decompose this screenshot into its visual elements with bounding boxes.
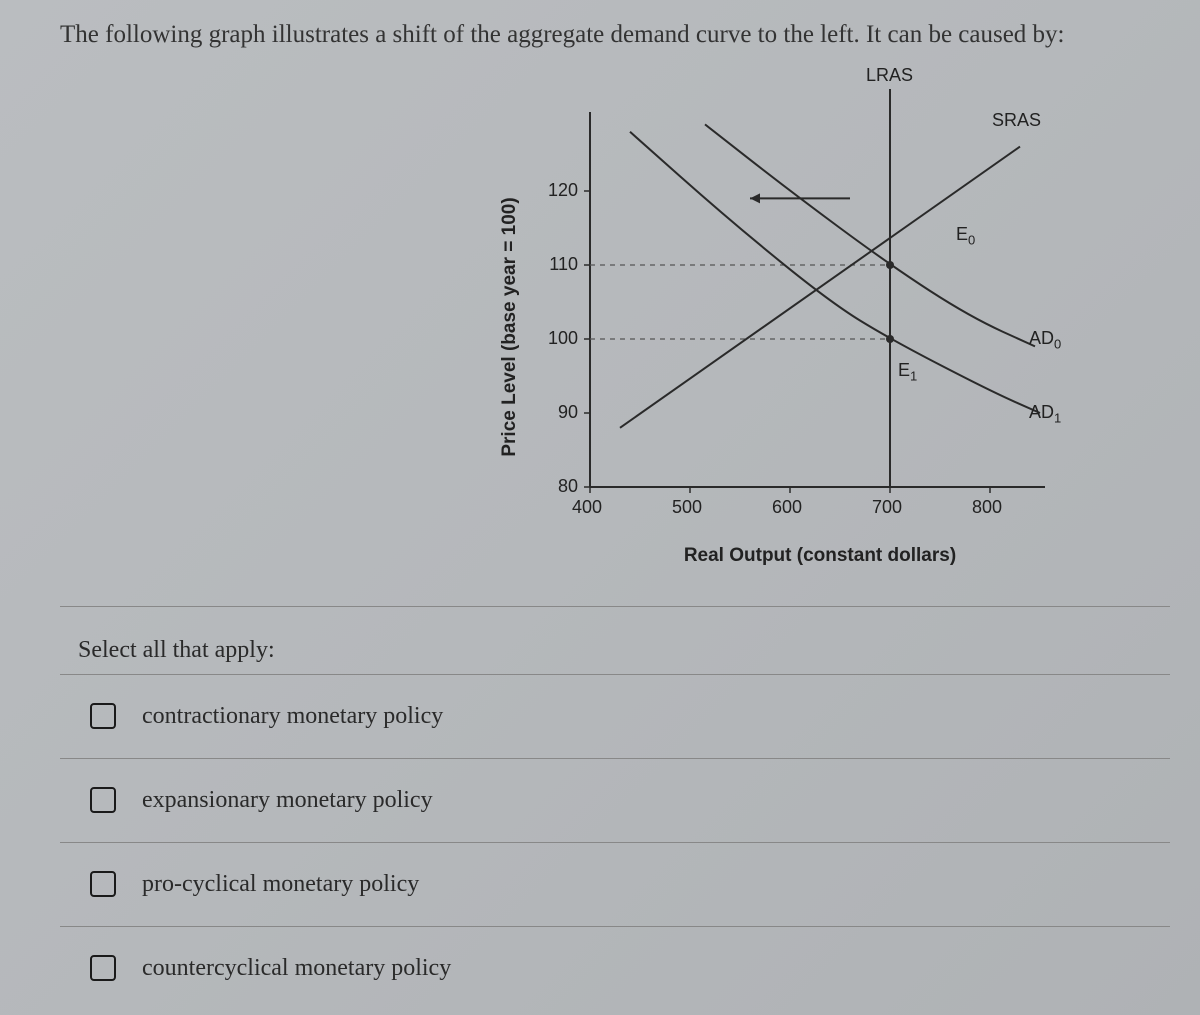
question-top-section: Price Level (base year = 100) Real Outpu… bbox=[60, 67, 1170, 607]
option-label: countercyclical monetary policy bbox=[142, 955, 451, 982]
chart-svg bbox=[520, 87, 1100, 577]
option-row[interactable]: contractionary monetary policy bbox=[60, 674, 1170, 758]
option-label: contractionary monetary policy bbox=[142, 703, 443, 730]
y-tick-label: 110 bbox=[549, 254, 578, 275]
x-tick-label: 700 bbox=[872, 497, 902, 518]
y-axis-label: Price Level (base year = 100) bbox=[499, 197, 521, 456]
lras-label: LRAS bbox=[866, 65, 913, 86]
e0-label: E0 bbox=[956, 224, 975, 248]
option-checkbox[interactable] bbox=[90, 955, 116, 981]
x-tick-label: 400 bbox=[572, 497, 602, 518]
option-checkbox[interactable] bbox=[90, 703, 116, 729]
economics-chart: Price Level (base year = 100) Real Outpu… bbox=[520, 87, 1100, 577]
y-tick-label: 90 bbox=[558, 402, 578, 423]
question-text: The following graph illustrates a shift … bbox=[60, 18, 1170, 52]
ad1-label: AD1 bbox=[1029, 402, 1061, 426]
option-checkbox[interactable] bbox=[90, 787, 116, 813]
x-tick-label: 500 bbox=[672, 497, 702, 518]
option-row[interactable]: expansionary monetary policy bbox=[60, 758, 1170, 842]
y-tick-label: 100 bbox=[548, 328, 578, 349]
instructions-text: Select all that apply: bbox=[78, 637, 1170, 664]
e1-label: E1 bbox=[898, 360, 917, 384]
option-checkbox[interactable] bbox=[90, 871, 116, 897]
x-tick-label: 800 bbox=[972, 497, 1002, 518]
sras-label: SRAS bbox=[992, 110, 1041, 131]
y-tick-label: 80 bbox=[558, 476, 578, 497]
option-label: pro-cyclical monetary policy bbox=[142, 871, 419, 898]
option-row[interactable]: countercyclical monetary policy bbox=[60, 926, 1170, 1010]
option-label: expansionary monetary policy bbox=[142, 787, 433, 814]
ad0-label: AD0 bbox=[1029, 328, 1061, 352]
options-list: contractionary monetary policy expansiona… bbox=[60, 674, 1170, 1010]
x-tick-label: 600 bbox=[772, 497, 802, 518]
y-tick-label: 120 bbox=[548, 180, 578, 201]
option-row[interactable]: pro-cyclical monetary policy bbox=[60, 842, 1170, 926]
